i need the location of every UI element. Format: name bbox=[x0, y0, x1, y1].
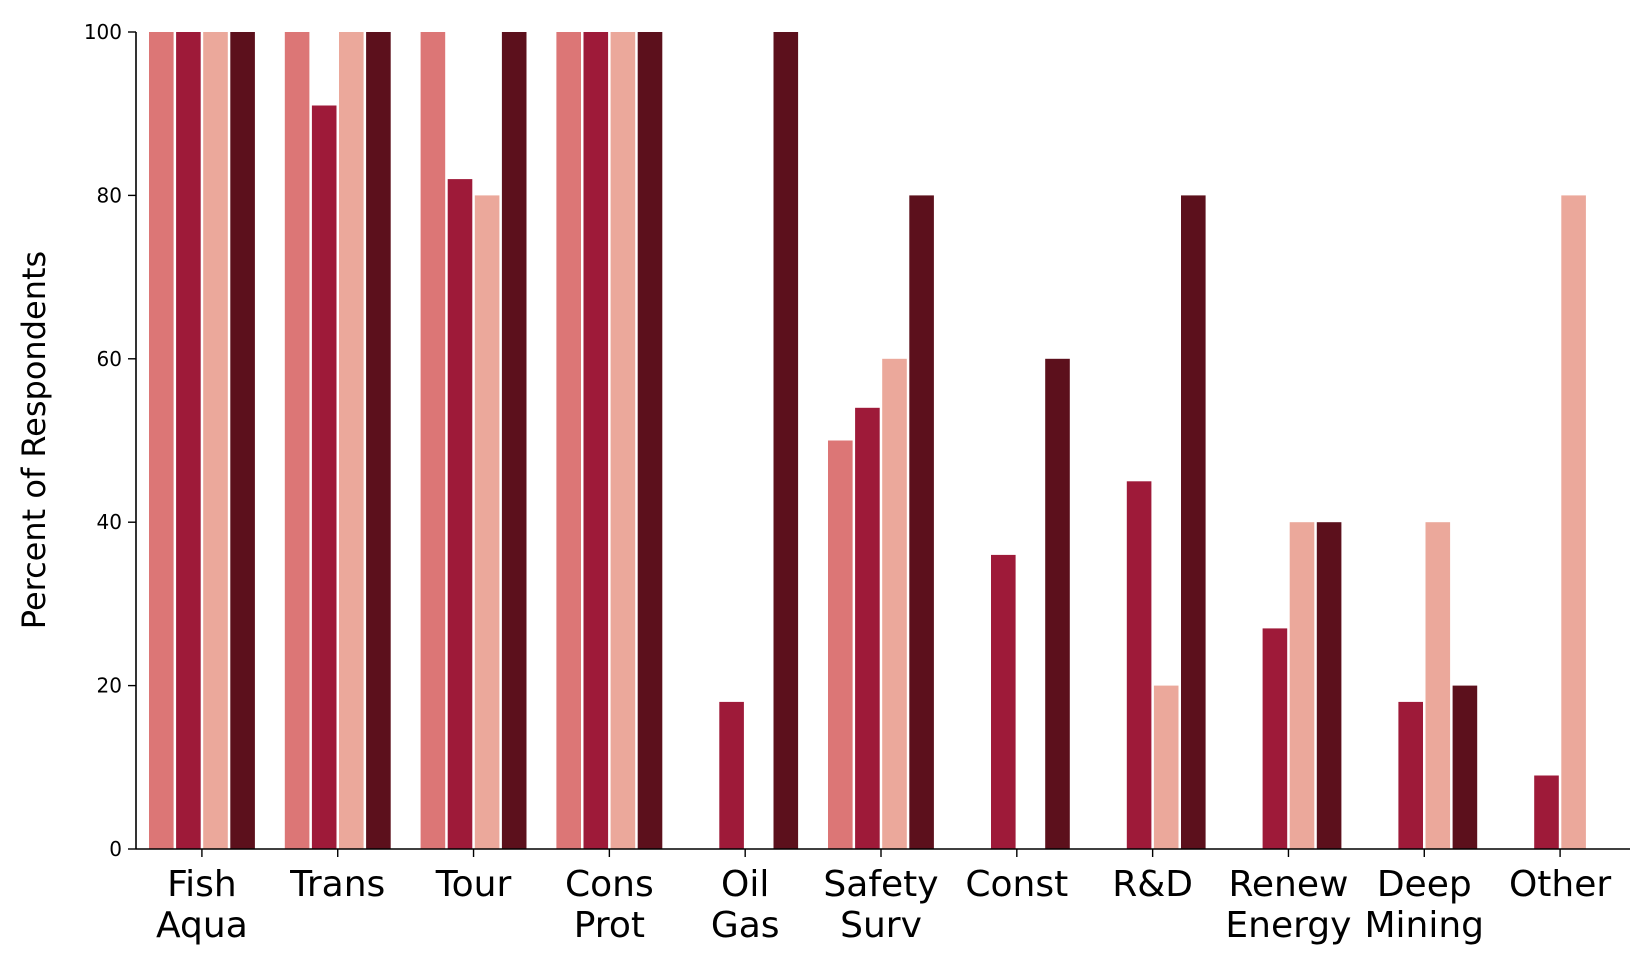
bar-2-series-1 bbox=[284, 32, 310, 849]
x-tick-label-line: Mining bbox=[1364, 905, 1484, 946]
bar-6-series-4 bbox=[909, 195, 934, 849]
bar-1-series-2 bbox=[176, 32, 201, 849]
x-tick-label-line: Cons bbox=[565, 864, 654, 905]
y-tick-label: 80 bbox=[97, 183, 122, 207]
y-tick-label: 20 bbox=[97, 674, 122, 698]
x-tick-label: Safety Surv bbox=[823, 864, 938, 946]
x-tick-label-line: Fish bbox=[167, 864, 237, 905]
x-tick-label-line: Tour bbox=[435, 864, 512, 905]
bar-9-series-2 bbox=[1262, 628, 1288, 849]
x-tick-label: Renew Energy bbox=[1225, 864, 1351, 946]
bar-2-series-4 bbox=[366, 32, 391, 849]
bar-8-series-4 bbox=[1181, 195, 1206, 849]
bar-8-series-2 bbox=[1126, 481, 1152, 849]
x-tick-label-line: Other bbox=[1509, 864, 1611, 905]
x-tick-label-line: Renew bbox=[1228, 864, 1348, 905]
bar-1-series-1 bbox=[149, 32, 174, 849]
bar-2-series-3 bbox=[339, 32, 364, 849]
bar-1-series-3 bbox=[203, 32, 228, 849]
x-tick-label: Fish Aqua bbox=[156, 864, 248, 946]
bar-11-series-3 bbox=[1561, 195, 1586, 849]
bar-4-series-1 bbox=[556, 32, 581, 849]
bar-1-series-4 bbox=[230, 32, 255, 849]
x-tick-label-line: Gas bbox=[711, 905, 780, 946]
x-axis: Fish Aqua Trans Tour Cons Prot Oil Gas Safety Sur… bbox=[136, 848, 1630, 946]
x-tick-label: Cons Prot bbox=[565, 864, 654, 946]
bar-9-series-4 bbox=[1316, 522, 1342, 849]
bar-5-series-4 bbox=[773, 32, 799, 849]
bar-2-series-2 bbox=[311, 105, 337, 849]
x-tick-label-line: Trans bbox=[289, 864, 385, 905]
bar-7-series-4 bbox=[1045, 358, 1070, 849]
bar-6-series-1 bbox=[828, 440, 853, 849]
x-tick-label: Other bbox=[1509, 864, 1611, 905]
bar-10-series-4 bbox=[1452, 685, 1478, 849]
bar-4-series-4 bbox=[637, 32, 663, 849]
bar-3-series-4 bbox=[501, 32, 527, 849]
y-axis: 0 20 40 60 80 100 bbox=[84, 20, 137, 861]
bar-11-series-2 bbox=[1534, 775, 1559, 849]
x-tick-label-line: Deep bbox=[1377, 864, 1472, 905]
bar-7-series-2 bbox=[991, 554, 1016, 849]
bar-3-series-3 bbox=[474, 195, 500, 849]
bar-5-series-2 bbox=[719, 701, 744, 849]
y-tick-label: 60 bbox=[97, 347, 122, 371]
y-axis-title: Percent of Respondents bbox=[15, 251, 53, 629]
bar-6-series-2 bbox=[855, 407, 880, 849]
x-tick-label: Const bbox=[965, 864, 1068, 905]
bar-6-series-3 bbox=[882, 358, 907, 849]
bar-10-series-3 bbox=[1425, 522, 1451, 849]
x-tick-label-line: Safety bbox=[823, 864, 938, 905]
bar-4-series-2 bbox=[583, 32, 609, 849]
x-tick-label: R&D bbox=[1112, 864, 1193, 905]
y-tick-label: 0 bbox=[109, 837, 122, 861]
x-tick-label: Tour bbox=[435, 864, 512, 905]
x-tick-label-line: Const bbox=[965, 864, 1068, 905]
bar-4-series-3 bbox=[610, 32, 636, 849]
x-tick-label-line: Energy bbox=[1225, 905, 1351, 946]
y-tick-label: 100 bbox=[84, 20, 122, 44]
x-tick-label: Oil Gas bbox=[711, 864, 780, 946]
bar-3-series-2 bbox=[447, 179, 473, 850]
x-tick-label: Trans bbox=[289, 864, 385, 905]
x-tick-label-line: Aqua bbox=[156, 905, 248, 946]
bar-9-series-3 bbox=[1289, 522, 1315, 849]
x-tick-label-line: R&D bbox=[1112, 864, 1193, 905]
bars-group bbox=[149, 32, 1586, 850]
y-tick-label: 40 bbox=[97, 510, 122, 534]
bar-3-series-1 bbox=[420, 32, 446, 849]
x-tick-label-line: Prot bbox=[574, 905, 645, 946]
x-tick-label: Deep Mining bbox=[1364, 864, 1484, 946]
bar-10-series-2 bbox=[1398, 701, 1423, 849]
bar-8-series-3 bbox=[1153, 685, 1179, 849]
x-tick-label-line: Oil bbox=[721, 864, 769, 905]
x-tick-label-line: Surv bbox=[840, 905, 922, 946]
